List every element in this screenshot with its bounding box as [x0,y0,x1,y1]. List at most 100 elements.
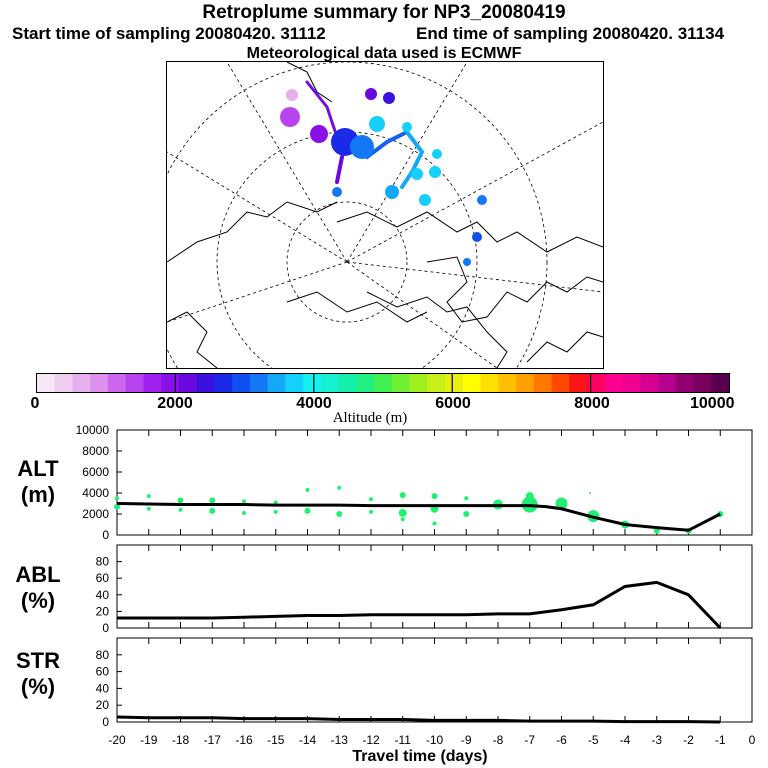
colorbar-swatch [533,374,553,392]
y-tick-label: 0 [102,621,109,635]
alt-cluster-point [209,507,216,514]
colorbar-swatch [161,374,180,392]
alt-cluster-point [114,503,120,510]
alt-cluster-point [209,497,216,504]
colorbar-tick: 10000 [690,395,735,412]
colorbar-swatch [338,374,357,392]
x-tick-label: -20 [108,733,126,747]
alt-cluster-point [337,485,342,490]
x-tick-label: -18 [172,733,190,747]
y-tick-label: 60 [96,665,110,679]
colorbar-swatch [587,374,606,392]
start-time: Start time of sampling 20080420. 31112 [12,24,326,43]
colorbar-swatch [107,374,127,392]
colorbar-swatch [125,374,144,392]
y-tick-label: 2000 [82,507,109,521]
alt-cluster-point [463,511,470,517]
x-tick-label: -17 [204,733,222,747]
colorbar-swatch [178,374,198,392]
colorbar-swatch [693,374,712,392]
str-series-line [116,715,721,724]
x-tick-label: -12 [362,733,380,747]
y-tick-label: 6000 [82,465,109,479]
abl-panel-name: ABL [15,562,61,587]
abl-series-line [117,580,722,630]
alt-cluster-point [273,509,278,514]
x-tick-label: -2 [683,733,694,747]
end-time: End time of sampling 20080420. 31134 [416,24,725,43]
x-tick-label: -10 [426,733,444,747]
chart-title: Retroplume summary for NP3_20080419 [202,2,566,23]
plume-clusters [280,88,487,266]
alt-cluster-point [589,492,592,494]
alt-cluster-point [242,499,246,504]
alt-cluster-point [304,507,311,514]
colorbar-swatch [285,374,304,392]
y-tick-label: 8000 [82,444,109,458]
str-panel-frame [116,637,753,723]
x-tick-label: -9 [461,733,472,747]
colorbar-tick: 6000 [435,395,471,412]
alt-cluster-point [431,493,438,500]
x-tick-label: -14 [299,733,317,747]
colorbar-swatch [640,374,659,392]
time-series-plots: 0 2000 4000 6000 8000 10000 0 20 40 60 80 0 20 40 60 80… [76,423,756,747]
x-tick-label: -15 [267,733,285,747]
alt-cluster-point [336,511,343,517]
colorbar-swatch [232,374,251,392]
colorbar-swatch [498,374,517,392]
x-tick-label: -11 [395,733,412,747]
alt-cluster-point [115,496,119,501]
y-tick-label: 10000 [76,423,110,437]
colorbar-tick: 0 [30,395,40,412]
y-tick-label: 80 [96,555,110,569]
alt-cluster-point [653,527,660,534]
x-tick-label: -13 [331,733,349,747]
alt-cluster-point [177,497,184,504]
abl-panel-unit: (%) [20,588,56,613]
alt-cluster-point [305,487,310,492]
alt-series-line [116,502,721,532]
str-panel-unit: (%) [20,674,56,699]
colorbar-swatch [374,374,393,392]
colorbar-swatch [409,374,428,392]
x-tick-label: -8 [493,733,504,747]
alt-cluster-point [369,497,373,502]
y-tick-label: 40 [96,588,110,602]
colorbar-swatch [658,374,677,392]
colorbar-swatch [604,374,624,392]
colorbar-swatch [196,374,215,392]
colorbar-swatch [711,374,729,392]
met-data: Meteorological data used is ECMWF [246,45,522,62]
alt-cluster-point [178,507,183,512]
colorbar-swatch [391,374,411,392]
x-tick-label: -19 [140,733,158,747]
alt-cluster-point [273,500,278,505]
x-tick-label: -6 [556,733,567,747]
colorbar-swatch [675,374,695,392]
x-tick-label: 0 [749,733,756,747]
alt-cluster-point [555,497,568,510]
y-tick-label: 0 [102,715,109,729]
y-tick-label: 0 [102,528,109,542]
colorbar-swatch [462,374,482,392]
alt-cluster-point [464,496,469,501]
alt-panel-unit: (m) [20,482,56,507]
alt-panel-frame [116,429,753,536]
alt-cluster-point [146,506,151,511]
colorbar-swatch [37,374,56,392]
colorbar-swatch [480,374,499,392]
colorbar-swatch [249,374,269,392]
colorbar-tick: 2000 [157,395,193,412]
x-tick-label: -7 [524,733,535,747]
y-tick-label: 60 [96,571,110,585]
str-panel-name: STR [16,648,60,673]
y-tick-label: 4000 [82,486,109,500]
colorbar-swatch [267,374,286,392]
colorbar-swatch [303,374,322,392]
alt-cluster-point [432,521,437,526]
colorbar-swatch [569,374,588,392]
colorbar-swatch [356,374,375,392]
colorbar-swatch [445,374,464,392]
colorbar-tick: 8000 [574,395,610,412]
